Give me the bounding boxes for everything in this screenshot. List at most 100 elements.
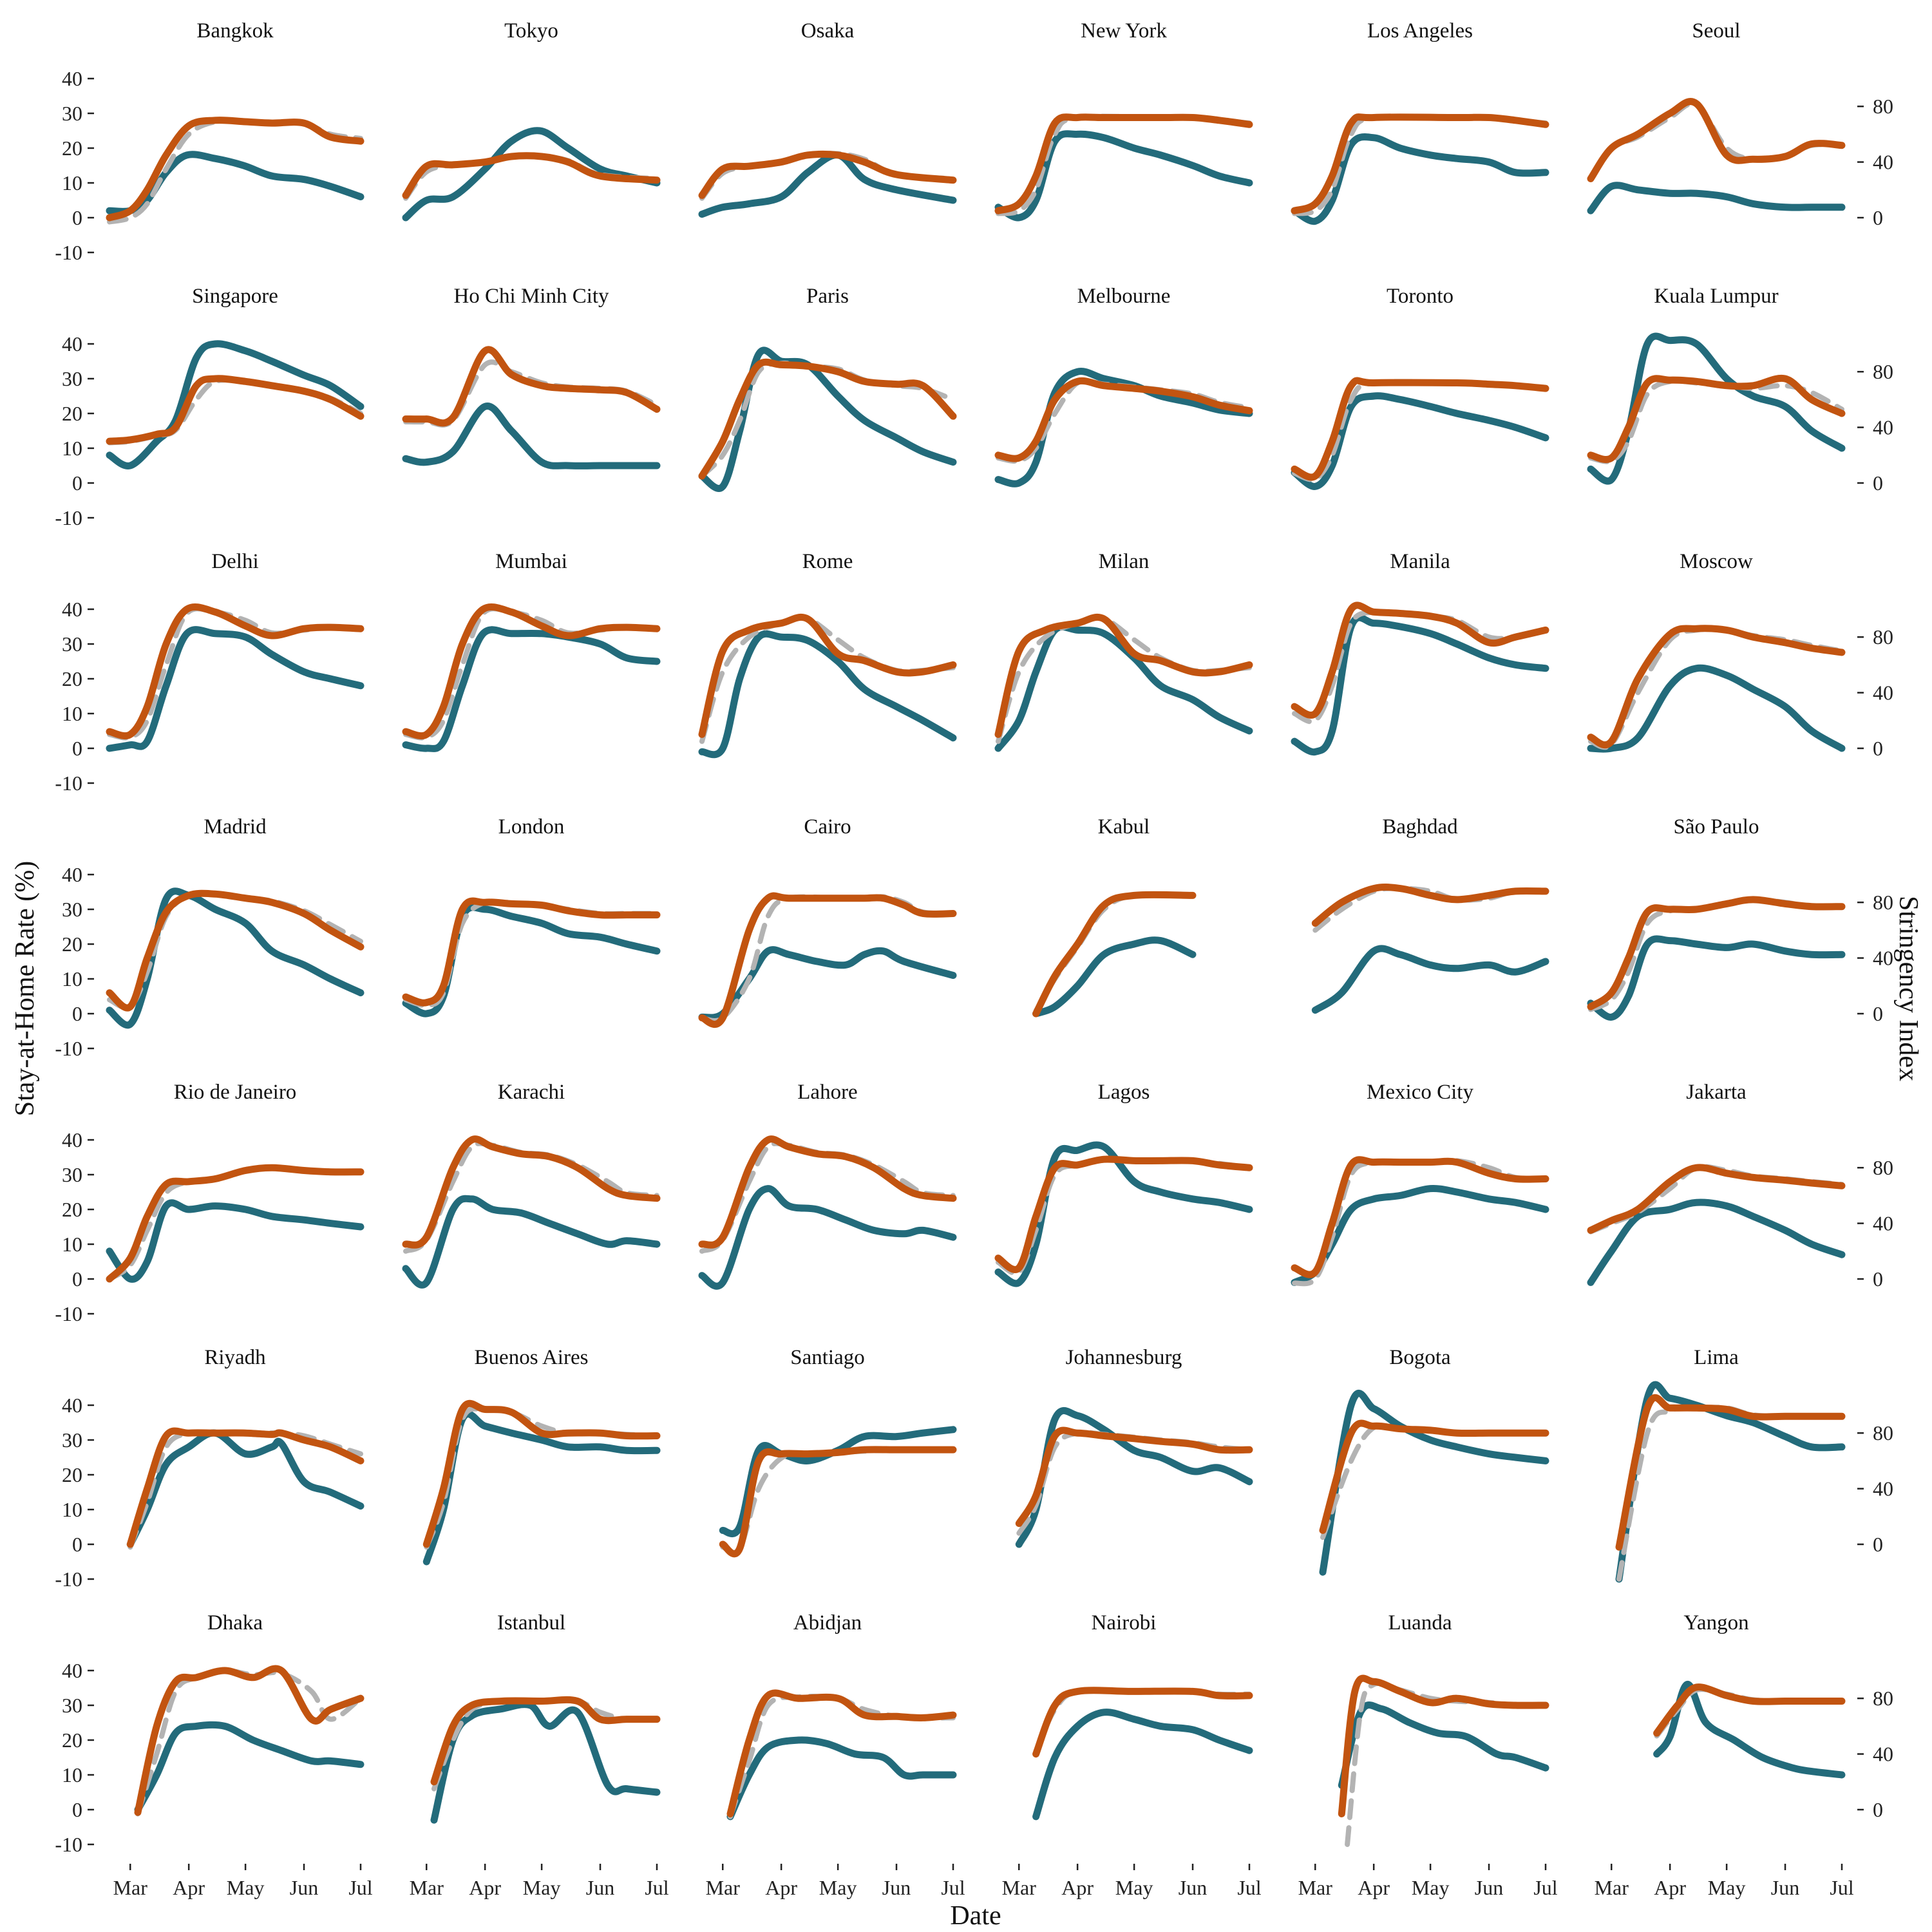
stay-at-home-line <box>698 151 957 218</box>
stringency-line <box>402 152 661 199</box>
stringency-line <box>106 1164 365 1283</box>
y-tick-label: -10 <box>55 241 82 264</box>
stringency-line <box>106 889 365 1012</box>
panel-bogota: Bogota <box>1319 1346 1549 1576</box>
panel-milan: Milan <box>994 550 1253 752</box>
stringency-line <box>1587 374 1846 464</box>
facet-title: Bogota <box>1389 1346 1451 1369</box>
y-tick-label: 0 <box>72 206 82 229</box>
stringency-line <box>1311 884 1549 927</box>
x-tick-label: May <box>819 1876 857 1899</box>
y-tick-label: 0 <box>72 1533 82 1556</box>
stay-at-home-line <box>1338 1701 1549 1789</box>
y-tick-label: 10 <box>62 1233 82 1256</box>
panel-manila: Manila <box>1291 550 1549 756</box>
stringency-line <box>402 897 661 1007</box>
stay-at-home-line <box>719 1426 957 1538</box>
panel-seoul: Seoul 80 40 0 <box>1587 19 1893 229</box>
stringency-line <box>994 1155 1253 1273</box>
y2-tick-label: 0 <box>1873 1533 1883 1556</box>
y2-tick-label: 80 <box>1873 625 1893 649</box>
stay-at-home-line <box>1032 1709 1253 1821</box>
x-tick-label: Mar <box>410 1876 444 1899</box>
panel-rome: Rome <box>698 550 957 759</box>
facet-title: Dhaka <box>207 1611 263 1634</box>
panel-s-o-paulo: São Paulo 80 40 0 <box>1587 815 1893 1025</box>
x-tick-label: Mar <box>113 1876 148 1899</box>
stringency-line <box>126 1427 365 1548</box>
y-tick-label: 30 <box>62 898 82 921</box>
stay-at-home-line <box>402 1195 661 1289</box>
stay-at-home-line <box>726 1736 957 1821</box>
x-tick-label: Jul <box>645 1876 668 1899</box>
stringency-line <box>1291 377 1549 481</box>
facet-title: Luanda <box>1388 1611 1452 1634</box>
facet-title: Baghdad <box>1382 815 1458 838</box>
y-tick-label: 10 <box>62 437 82 460</box>
facet-title: Buenos Aires <box>475 1346 589 1369</box>
x-tick-label: May <box>1412 1876 1450 1899</box>
stringency-line <box>726 1689 957 1817</box>
y-tick-label: 10 <box>62 1498 82 1521</box>
facet-title: Istanbul <box>497 1611 565 1634</box>
x-tick-label: Jul <box>348 1876 372 1899</box>
panel-osaka: Osaka <box>698 19 957 218</box>
x-tick-label: May <box>1115 1876 1153 1899</box>
panel-kuala-lumpur: Kuala Lumpur 80 40 0 <box>1587 285 1893 495</box>
facet-title: Kabul <box>1098 815 1150 838</box>
y2-tick-label: 40 <box>1873 1743 1893 1766</box>
stringency-dashed-line <box>431 1698 659 1792</box>
y2-tick-label: 40 <box>1873 151 1893 174</box>
stay-at-home-line <box>1032 936 1197 1018</box>
y2-axis-title: Stringency Index <box>1893 896 1923 1081</box>
stay-at-home-line <box>1653 1681 1846 1779</box>
panel-ho-chi-minh-city: Ho Chi Minh City <box>402 285 661 469</box>
stringency-line <box>1587 896 1846 1010</box>
x-tick-label: Jun <box>1179 1876 1207 1899</box>
x-axis-title: Date <box>950 1901 1001 1931</box>
y-tick-label: 30 <box>62 367 82 390</box>
x-tick-label: May <box>523 1876 561 1899</box>
facet-title: Lagos <box>1098 1081 1150 1104</box>
x-tick-label: Mar <box>1298 1876 1333 1899</box>
stringency-line <box>719 1446 957 1558</box>
stringency-line <box>106 375 365 445</box>
stringency-line <box>1291 1156 1549 1278</box>
y-tick-label: 40 <box>62 67 82 90</box>
stay-at-home-line <box>1311 945 1549 1014</box>
y-tick-label: 40 <box>62 1128 82 1151</box>
y-tick-label: 30 <box>62 632 82 656</box>
stringency-line <box>698 150 957 199</box>
stringency-line <box>402 1135 661 1249</box>
y-tick-label: 10 <box>62 1763 82 1786</box>
panel-tokyo: Tokyo <box>402 19 661 222</box>
panel-kabul: Kabul <box>1032 815 1197 1018</box>
facet-title: São Paulo <box>1674 815 1759 838</box>
x-tick-label: Jul <box>1533 1876 1557 1899</box>
facet-title: London <box>498 815 565 838</box>
x-tick-label: Jun <box>290 1876 318 1899</box>
panel-los-angeles: Los Angeles <box>1291 19 1549 225</box>
stringency-line <box>134 1665 365 1816</box>
y-tick-label: 0 <box>72 471 82 495</box>
stringency-line <box>430 1696 661 1786</box>
x-tick-label: Jul <box>1830 1876 1853 1899</box>
stay-at-home-line <box>1291 1184 1549 1286</box>
stringency-line <box>106 603 365 740</box>
stringency-line <box>994 377 1253 462</box>
y-tick-label: 20 <box>62 667 82 690</box>
x-tick-label: Apr <box>1358 1876 1390 1899</box>
stringency-line <box>402 346 661 427</box>
stringency-line <box>698 1135 957 1249</box>
panel-karachi: Karachi <box>402 1081 661 1289</box>
facet-title: Kuala Lumpur <box>1654 285 1778 308</box>
panel-new-york: New York <box>994 19 1253 222</box>
facet-title: Riyadh <box>204 1346 266 1369</box>
stringency-dashed-line <box>1616 1405 1844 1582</box>
stay-at-home-line <box>1291 133 1549 225</box>
y2-tick-label: 40 <box>1873 1477 1893 1501</box>
x-tick-label: Jun <box>882 1876 911 1899</box>
facet-title: Johannesburg <box>1066 1346 1182 1369</box>
stay-at-home-line <box>1015 1407 1253 1548</box>
